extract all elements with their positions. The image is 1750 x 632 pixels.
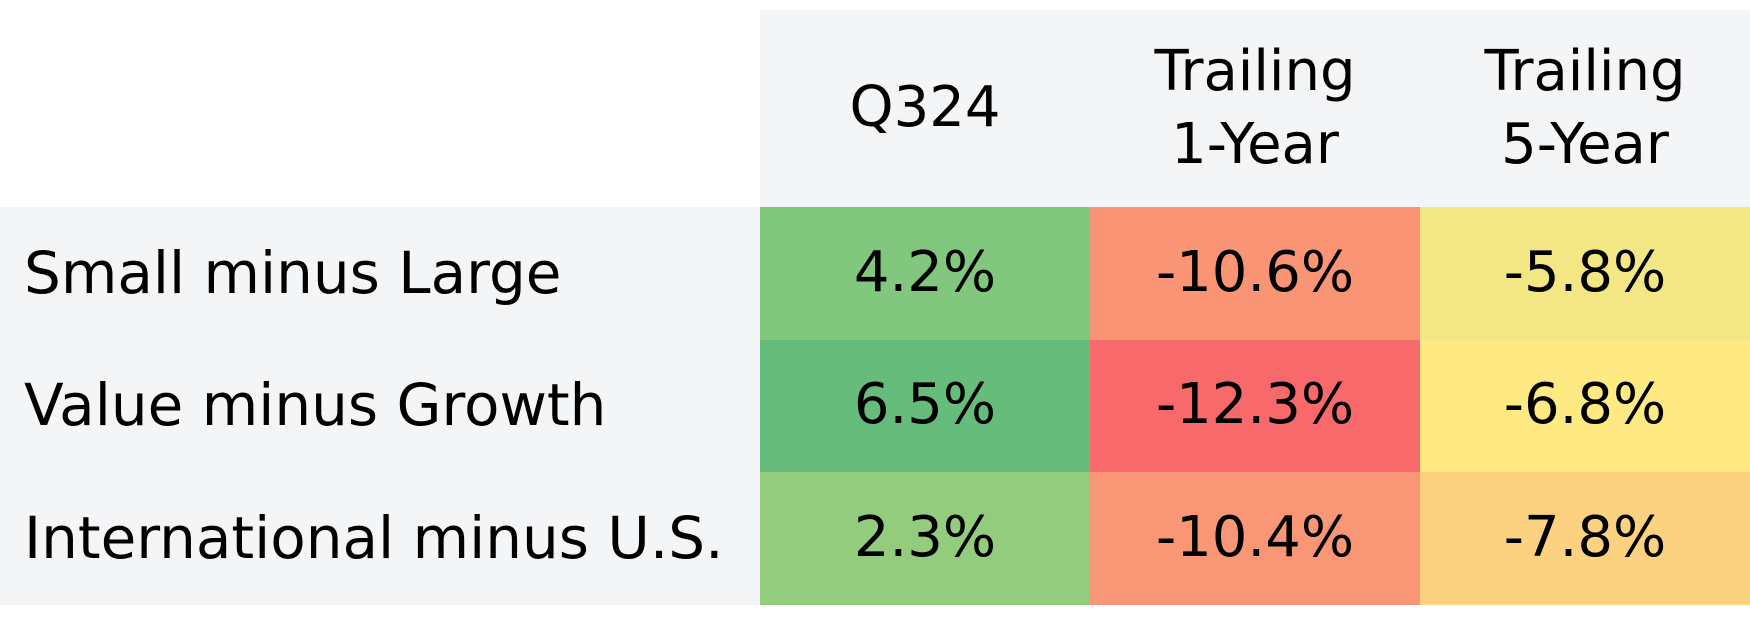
value-cell: -12.3% bbox=[1090, 339, 1420, 472]
value-cell: 6.5% bbox=[760, 339, 1090, 472]
column-header: Trailing 1-Year bbox=[1090, 10, 1420, 207]
value-cell: -10.6% bbox=[1090, 207, 1420, 340]
value-cell: -10.4% bbox=[1090, 472, 1420, 605]
value-cell: 2.3% bbox=[760, 472, 1090, 605]
column-header: Trailing 5-Year bbox=[1420, 10, 1750, 207]
value-cell: 4.2% bbox=[760, 207, 1090, 340]
value-cell: -6.8% bbox=[1420, 339, 1750, 472]
column-header: Q324 bbox=[760, 10, 1090, 207]
row-label: Small minus Large bbox=[0, 207, 760, 340]
row-label: International minus U.S. bbox=[0, 472, 760, 605]
row-label: Value minus Growth bbox=[0, 339, 760, 472]
value-cell: -7.8% bbox=[1420, 472, 1750, 605]
value-cell: -5.8% bbox=[1420, 207, 1750, 340]
